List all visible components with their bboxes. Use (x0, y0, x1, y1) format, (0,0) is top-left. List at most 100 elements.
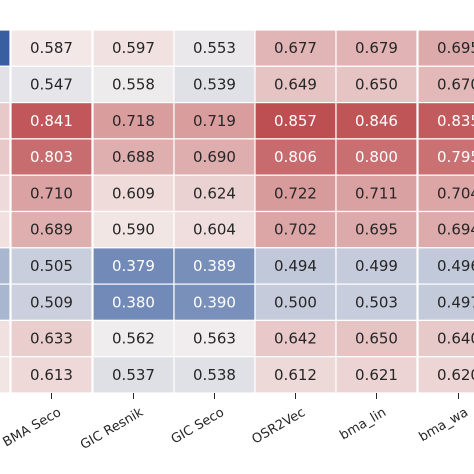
cell-value-label: 0.688 (112, 148, 155, 166)
cell-value-label: 0.649 (274, 75, 317, 93)
cell-value-label: 0.563 (193, 330, 236, 348)
cell-value-label: 0.590 (112, 221, 155, 239)
cell-value-label: 0.547 (30, 75, 73, 93)
heatmap-cell (10, 65, 93, 104)
cell-value-label: 0.711 (355, 184, 398, 202)
heatmap-cell (173, 319, 256, 358)
cell-value-label: 0.800 (355, 148, 398, 166)
cell-value-label: 0.718 (112, 112, 155, 130)
heatmap-cell (417, 65, 474, 104)
heatmap-cell (10, 356, 93, 394)
cell-value-label: 0.694 (437, 221, 474, 239)
heatmap-cell (10, 174, 93, 213)
cell-value-label: 0.857 (274, 112, 317, 130)
heatmap-cell (173, 247, 256, 285)
cell-value-label: 0.604 (193, 221, 236, 239)
heatmap-cell (417, 138, 474, 176)
heatmap-cell (10, 319, 93, 358)
heatmap-cell (92, 138, 175, 176)
cell-value-label: 0.496 (437, 257, 474, 275)
cell-value-label: 0.612 (274, 366, 317, 384)
cell-value-label: 0.620 (437, 366, 474, 384)
heatmap-cell (254, 319, 337, 358)
cell-value-label: 0.642 (274, 330, 317, 348)
heatmap-cell (254, 101, 337, 140)
heatmap-cell (173, 138, 256, 176)
cell-value-label: 0.558 (112, 75, 155, 93)
cell-value-label: 0.499 (355, 257, 398, 275)
cell-value-label: 0.389 (193, 257, 236, 275)
heatmap-cell (0, 210, 11, 249)
heatmap-cell (254, 65, 337, 104)
cell-value-label: 0.380 (112, 293, 155, 311)
cell-value-label: 0.500 (274, 293, 317, 311)
heatmap-cell (0, 29, 11, 67)
heatmap-cell (92, 174, 175, 213)
heatmap-cell (173, 283, 256, 322)
heatmap-cell (0, 174, 11, 213)
heatmap-cell (92, 356, 175, 394)
heatmap-cell (335, 210, 418, 249)
cell-value-label: 0.689 (30, 221, 73, 239)
x-tick-label: bma_lin (337, 405, 389, 443)
cell-value-label: 0.690 (193, 148, 236, 166)
cell-value-label: 0.538 (193, 366, 236, 384)
heatmap-cell (92, 247, 175, 285)
cell-value-label: 0.621 (355, 366, 398, 384)
cell-value-label: 0.562 (112, 330, 155, 348)
cell-value-label: 0.710 (30, 184, 73, 202)
cell-value-label: 0.609 (112, 184, 155, 202)
heatmap-cell (10, 283, 93, 322)
cell-value-label: 0.390 (193, 293, 236, 311)
x-tick-label: GIC Resnik (78, 405, 146, 453)
heatmap-cell (10, 138, 93, 176)
heatmap-cell (335, 356, 418, 394)
cell-value-label: 0.505 (30, 257, 73, 275)
x-axis-ticks: BMA Seco GIC Resnik GIC Seco OSR2Vec bma_lin… (1, 393, 471, 453)
cell-value-label: 0.497 (437, 293, 474, 311)
x-tick-label: BMA Seco (1, 405, 64, 450)
cell-value-label: 0.670 (437, 75, 474, 93)
cell-value-label: 0.650 (355, 75, 398, 93)
cell-value-label: 0.795 (437, 148, 474, 166)
heatmap-cell (254, 356, 337, 394)
cell-value-label: 0.640 (437, 330, 474, 348)
cell-value-label: 0.539 (193, 75, 236, 93)
heatmap-cells: 0.587 0.597 0.553 0.677 0.679 0.695 0.547 0.558… (0, 29, 474, 394)
cell-value-label: 0.553 (193, 39, 236, 57)
heatmap-cell (417, 174, 474, 213)
heatmap-cell (335, 319, 418, 358)
heatmap-cell (173, 174, 256, 213)
cell-value-label: 0.695 (355, 221, 398, 239)
heatmap-cell (254, 210, 337, 249)
cell-value-label: 0.613 (30, 366, 73, 384)
heatmap-cell (92, 210, 175, 249)
heatmap-cell (254, 247, 337, 285)
x-tick-label: GIC Seco (169, 405, 227, 447)
cell-value-label: 0.803 (30, 148, 73, 166)
heatmap-cell (335, 138, 418, 176)
cell-value-label: 0.597 (112, 39, 155, 57)
cell-value-label: 0.379 (112, 257, 155, 275)
heatmap-cell (417, 247, 474, 285)
heatmap-cell (417, 210, 474, 249)
x-tick-label: bma_wa (417, 405, 471, 445)
heatmap-cell (0, 138, 11, 176)
heatmap-cell (417, 319, 474, 358)
cell-value-label: 0.846 (355, 112, 398, 130)
cell-value-label: 0.722 (274, 184, 317, 202)
heatmap-cell (335, 101, 418, 140)
heatmap-cell (10, 29, 93, 67)
cell-value-label: 0.835 (437, 112, 474, 130)
cell-value-label: 0.633 (30, 330, 73, 348)
cell-value-label: 0.537 (112, 366, 155, 384)
cell-value-label: 0.650 (355, 330, 398, 348)
heatmap-cell (417, 356, 474, 394)
heatmap-cell (335, 283, 418, 322)
cell-value-label: 0.719 (193, 112, 236, 130)
cell-value-label: 0.677 (274, 39, 317, 57)
cell-value-label: 0.704 (437, 184, 474, 202)
heatmap-cell (0, 101, 11, 140)
heatmap-cell (173, 356, 256, 394)
